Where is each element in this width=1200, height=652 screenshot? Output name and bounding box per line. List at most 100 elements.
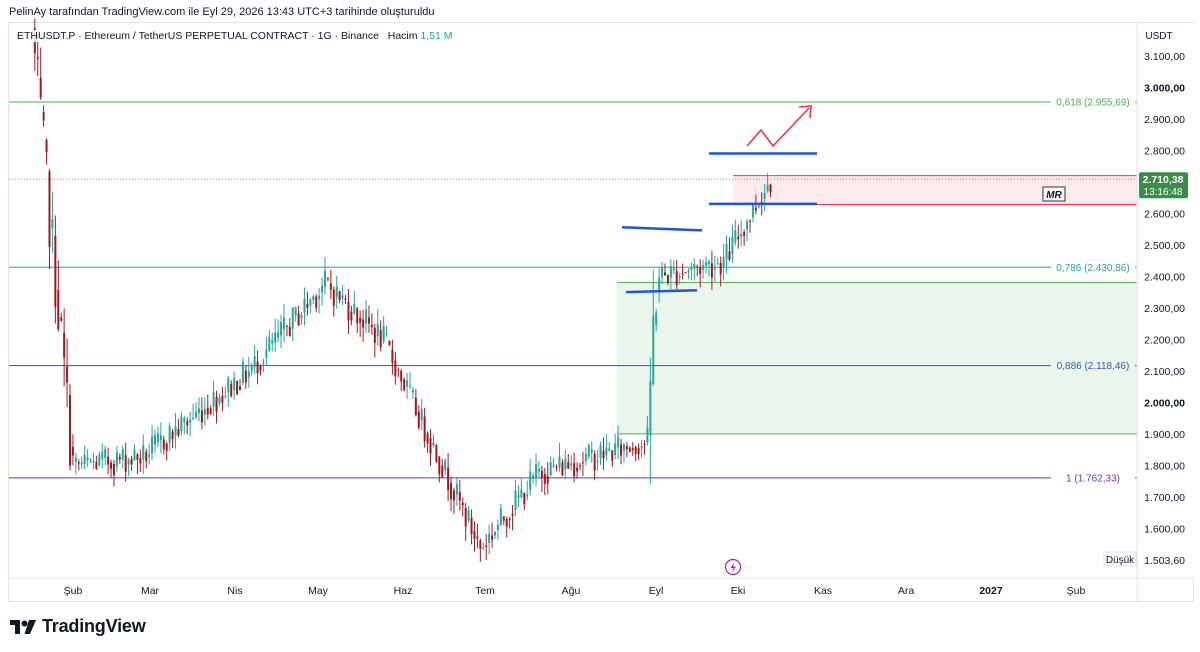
candle [288,318,291,337]
candle [77,459,80,471]
candle [110,459,113,478]
candle [620,438,623,465]
candle [303,287,306,326]
candle [282,303,285,342]
price-tick-label: 2.200,00 [1144,335,1185,347]
time-tick-label: Tem [475,585,495,597]
candle [622,443,625,463]
candle [83,445,86,470]
candle [728,237,731,262]
candle [716,257,719,265]
price-tick-label: 1.600,00 [1144,524,1185,536]
candle [233,371,236,400]
time-tick-label: Eki [731,585,746,597]
candle [581,451,584,477]
candle [180,411,183,436]
candle [195,402,198,420]
currency-label: USDT [1145,31,1172,42]
candle [253,345,256,375]
time-tick-label: 2027 [979,585,1003,597]
candle [335,275,338,309]
candle [661,261,664,285]
time-tick-label: Ara [898,585,915,597]
candle [382,316,385,345]
candle [520,478,523,498]
symbol-line: ETHUSDT.P · Ethereum / TetherUS PERPETUA… [17,30,379,42]
candle [92,452,95,470]
candle [236,380,239,395]
candle [309,298,312,314]
candle [488,524,491,555]
price-tick-label: 2.000,00 [1144,398,1185,410]
candle [687,268,690,280]
candles-layer [33,18,772,562]
candle [725,235,728,274]
candle [693,258,696,281]
candle [625,442,628,458]
candle [39,47,42,101]
bullish-path-arrow [746,107,810,148]
candle [347,288,350,334]
candle [573,452,576,483]
candle [318,288,321,314]
candle [373,324,376,358]
candle [414,389,417,417]
candle [658,268,661,303]
candle [350,305,353,326]
price-tick-label: 1.800,00 [1144,461,1185,473]
candle [139,449,142,473]
candle [420,399,423,431]
price-axis-bg [1137,23,1194,578]
time-tick-label: Haz [394,585,413,597]
candle [215,390,218,424]
candle [95,455,98,470]
candle [63,308,66,387]
time-tick-label: Kas [814,585,832,597]
candle [564,449,567,480]
price-tick-label: 2.800,00 [1144,146,1185,158]
candle [719,256,722,287]
candle [666,274,669,286]
candle [244,365,247,390]
candle [145,448,148,469]
candle [447,453,450,501]
bar-countdown: 13:16:48 [1144,187,1183,198]
candle [385,325,388,337]
time-tick-label: Mar [141,585,160,597]
candle [165,441,168,461]
candle [543,467,546,496]
candle [121,445,124,469]
candle [537,461,540,477]
symbol-info[interactable]: ETHUSDT.P · Ethereum / TetherUS PERPETUA… [15,30,455,42]
candle [297,305,300,327]
candle [672,260,675,275]
arrow-head [798,105,812,119]
candle [171,428,174,448]
candle [450,476,453,512]
candle [746,218,749,242]
candle [221,387,224,412]
candle [148,443,151,465]
candle [136,452,139,475]
mr-label-box [1042,186,1066,202]
candle [42,105,45,127]
candle [112,459,115,487]
candle [115,446,118,472]
tradingview-logo[interactable]: TradingView [10,616,146,637]
candle [259,364,262,376]
candle [526,480,529,501]
candle [502,516,505,525]
candle [394,352,397,385]
candle [514,479,517,516]
candle [593,450,596,481]
candle [400,368,403,392]
candle [491,522,494,548]
candle [696,264,699,276]
price-tick-label: 2.300,00 [1144,303,1185,315]
candle [280,314,283,349]
fib-label-0: 0,618 (2.955,69) [1056,97,1129,108]
candle [391,339,394,375]
candle [406,372,409,399]
candle [133,444,136,461]
